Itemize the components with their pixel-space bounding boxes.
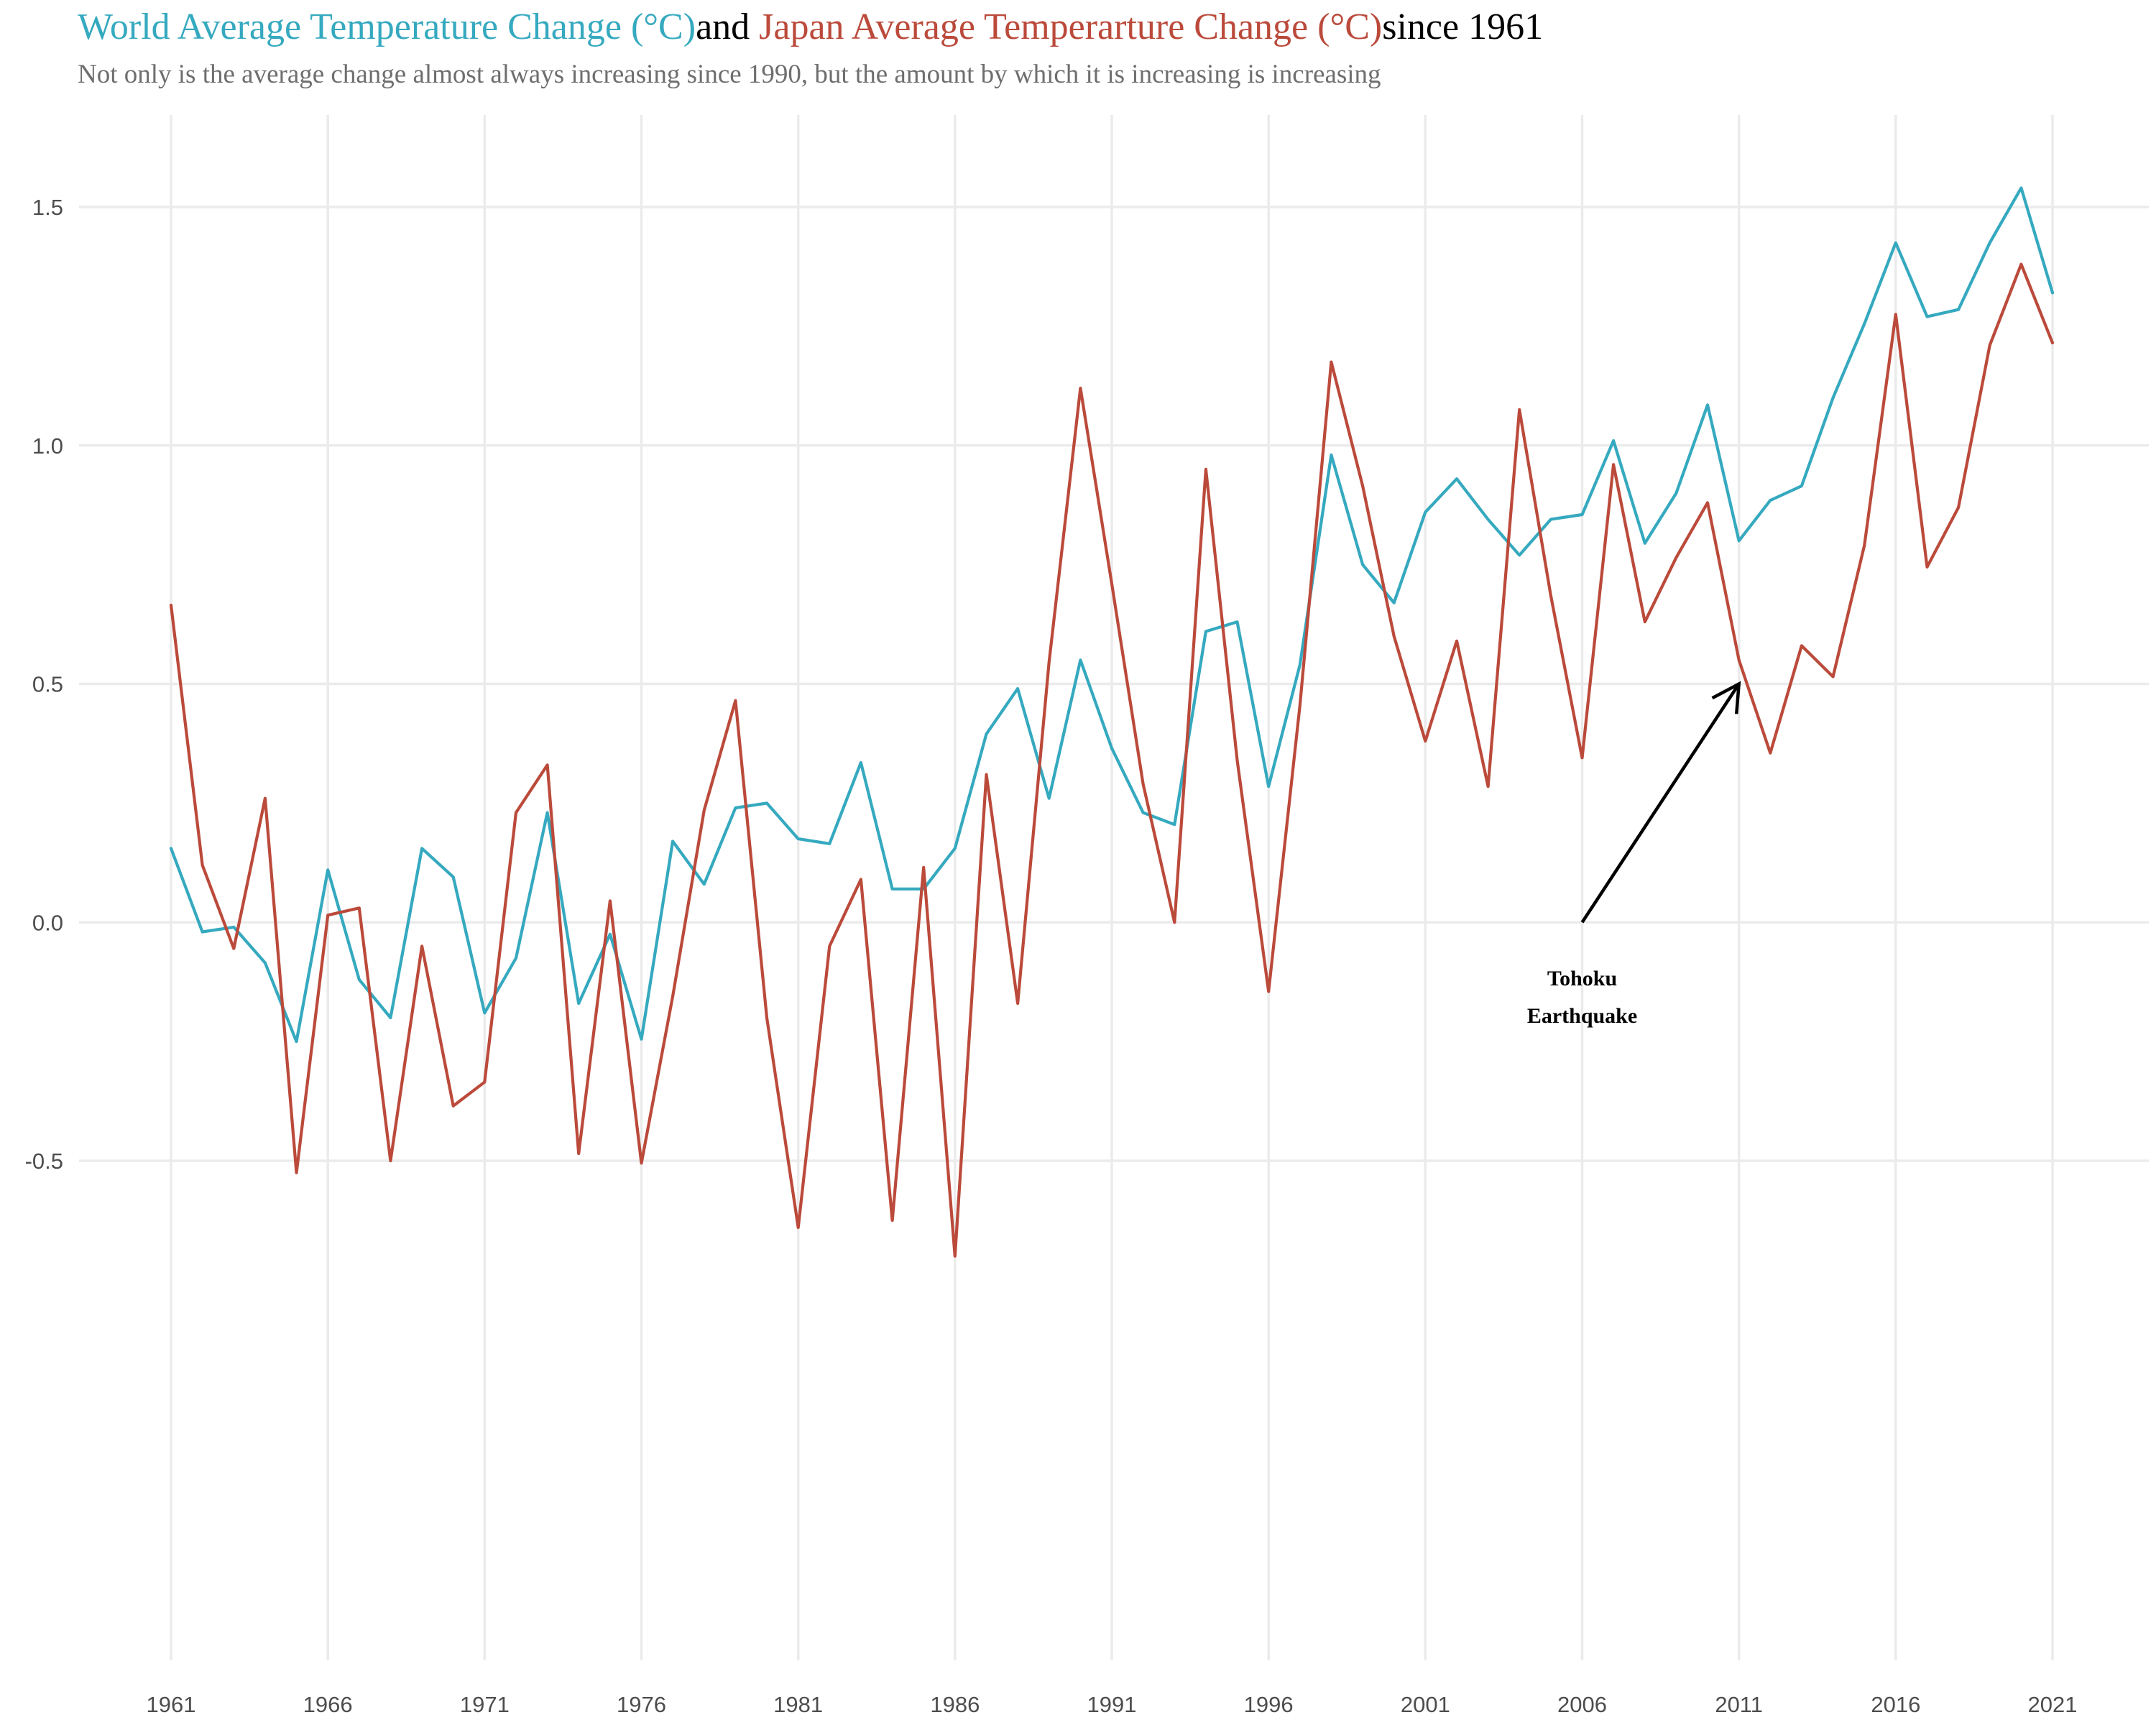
- title-japan-part: Japan Average Temperarture Change (°C): [759, 6, 1383, 47]
- x-tick-label-2016: 2016: [1871, 1692, 1920, 1717]
- chart-subtitle: Not only is the average change almost al…: [78, 60, 1381, 89]
- y-tick-label-1.0: 1.0: [32, 433, 63, 459]
- series-lines: [169, 186, 2055, 1258]
- x-tick-label-1966: 1966: [303, 1692, 353, 1717]
- chart-title: World Average Temperature Change (°C)and…: [78, 6, 1543, 48]
- x-tick-label-1961: 1961: [147, 1692, 196, 1717]
- x-tick-label-2011: 2011: [1715, 1692, 1763, 1717]
- y-tick-label-0.0: 0.0: [32, 910, 63, 935]
- annotation-text-line-0: Tohoku: [1547, 967, 1617, 990]
- y-tick-label-0.5: 0.5: [32, 672, 63, 697]
- series-line-0: [169, 186, 2055, 1044]
- annotation-text-line-1: Earthquake: [1527, 1004, 1637, 1028]
- x-tick-label-2006: 2006: [1557, 1692, 1607, 1717]
- title-since-part: since 1961: [1382, 6, 1544, 47]
- x-tick-label-1976: 1976: [617, 1692, 666, 1717]
- annotation-arrow-head: [1711, 681, 1741, 714]
- annotation-arrow-shaft: [1580, 683, 1741, 924]
- annotations: Tohoku Earthquake: [1527, 681, 1741, 1028]
- title-and-part: and: [696, 6, 760, 47]
- y-tick-label--0.5: -0.5: [25, 1149, 63, 1174]
- x-tick-label-2021: 2021: [2028, 1692, 2078, 1717]
- title-world-part: World Average Temperature Change (°C): [78, 6, 696, 47]
- tick-labels: 1961 1966 1971 1976 1981 1986 1991 1996 2001 2006…: [25, 195, 2078, 1717]
- x-tick-label-1971: 1971: [460, 1692, 510, 1717]
- x-tick-label-2001: 2001: [1401, 1692, 1450, 1717]
- x-tick-label-1986: 1986: [930, 1692, 980, 1717]
- series-line-1: [169, 262, 2055, 1258]
- y-tick-label-1.5: 1.5: [32, 195, 63, 220]
- grid-lines: [79, 115, 2149, 1660]
- x-tick-label-1996: 1996: [1244, 1692, 1294, 1717]
- x-tick-label-1991: 1991: [1087, 1692, 1137, 1717]
- x-tick-label-1981: 1981: [773, 1692, 823, 1717]
